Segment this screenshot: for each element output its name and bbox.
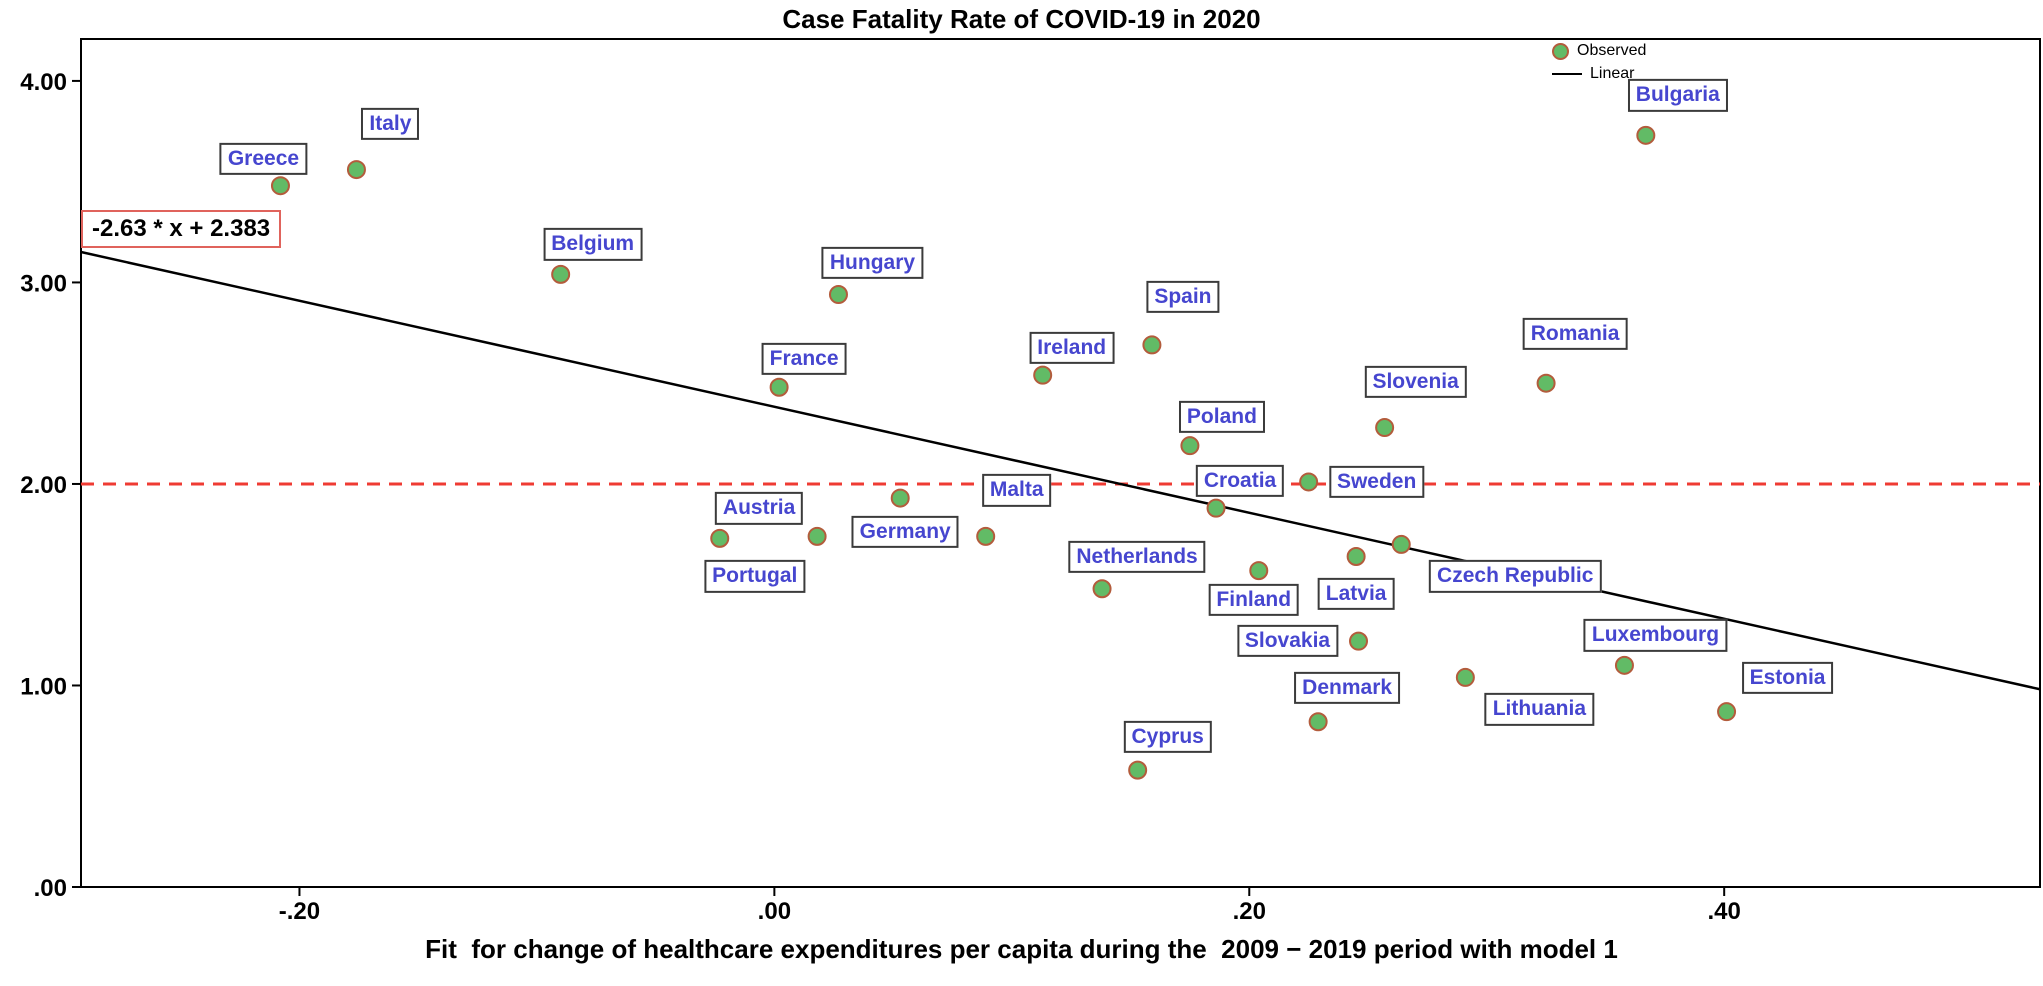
data-point-netherlands xyxy=(1092,579,1112,599)
plot-frame xyxy=(80,38,2041,888)
observed-marker-icon xyxy=(1552,42,1569,60)
data-point-romania xyxy=(1536,373,1556,393)
legend-item-observed: Observed xyxy=(1552,42,1646,60)
data-point-ireland xyxy=(1033,365,1053,385)
legend-linear-label: Linear xyxy=(1590,65,1635,82)
regression-equation-box: -2.63 * x + 2.383 xyxy=(81,210,282,248)
x-axis-title: Fit for change of healthcare expenditure… xyxy=(425,934,1618,964)
legend-observed-label: Observed xyxy=(1577,42,1647,59)
data-point-belgium xyxy=(551,264,571,284)
x-tick-label: .20 xyxy=(1233,898,1266,925)
y-tick-label: 3.00 xyxy=(20,270,67,297)
data-point-lithuania xyxy=(1455,667,1475,687)
data-point-estonia xyxy=(1717,702,1737,722)
data-point-malta xyxy=(976,526,996,546)
y-tick-label: 2.00 xyxy=(20,472,67,499)
data-point-denmark xyxy=(1308,712,1328,732)
data-point-italy xyxy=(346,160,366,180)
legend: Observed Linear xyxy=(1552,42,1646,83)
x-tick-label: .40 xyxy=(1707,898,1740,925)
data-point-luxembourg xyxy=(1614,655,1634,675)
data-point-slovakia xyxy=(1349,631,1369,651)
data-point-finland xyxy=(1249,561,1269,581)
x-tick-label: -.20 xyxy=(279,898,320,925)
data-point-sweden xyxy=(1299,472,1319,492)
data-point-portugal xyxy=(710,528,730,548)
data-point-croatia xyxy=(1206,498,1226,518)
y-tick-label: 4.00 xyxy=(20,69,67,96)
data-point-france xyxy=(769,377,789,397)
data-point-austria xyxy=(807,526,827,546)
data-point-bulgaria xyxy=(1636,125,1656,145)
y-tick-label: .00 xyxy=(34,875,67,902)
x-tick-label: .00 xyxy=(758,898,791,925)
data-point-czech-republic xyxy=(1391,534,1411,554)
data-point-slovenia xyxy=(1375,418,1395,438)
data-point-greece xyxy=(270,176,290,196)
regression-line xyxy=(80,250,2041,691)
chart-title: Case Fatality Rate of COVID-19 in 2020 xyxy=(782,4,1261,34)
legend-item-linear: Linear xyxy=(1552,65,1646,83)
data-point-cyprus xyxy=(1128,760,1148,780)
linear-line-icon xyxy=(1552,73,1582,75)
y-tick-label: 1.00 xyxy=(20,673,67,700)
data-point-hungary xyxy=(828,285,848,305)
data-point-spain xyxy=(1142,335,1162,355)
data-point-latvia xyxy=(1346,547,1366,567)
data-point-germany xyxy=(890,488,910,508)
data-point-poland xyxy=(1180,436,1200,456)
